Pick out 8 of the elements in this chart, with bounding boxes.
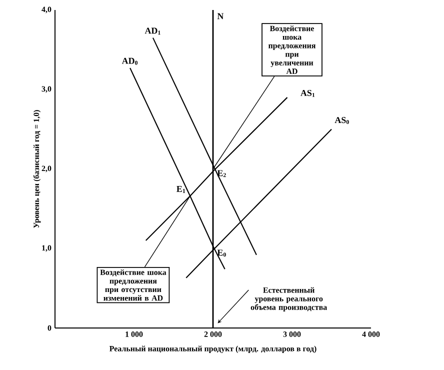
ref-line-label: N [217,13,224,20]
series-label: AS$_{0}$ [334,117,349,124]
series-label: AS$_{1}$ [300,90,315,97]
annotation: E$_{2}$ [217,170,226,178]
series-label: AD$_{1}$ [144,28,160,35]
annotation: E$_{1}$ [176,186,186,193]
series-label: AD$_{0}$ [122,58,138,65]
annotation: E$_{0}$ [217,250,226,257]
